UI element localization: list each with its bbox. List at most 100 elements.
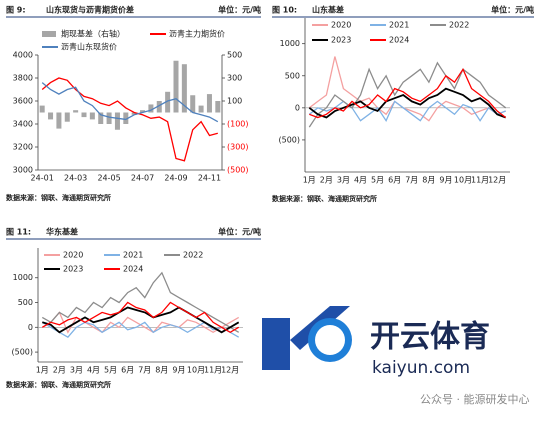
bar <box>198 105 204 113</box>
unit: 单位：元/吨 <box>218 5 261 15</box>
x-tick-label: 5月 <box>104 366 117 375</box>
y2-tick-label: (500) <box>227 166 249 175</box>
x-tick-label: 9月 <box>439 176 452 185</box>
bar <box>73 110 79 113</box>
series-line <box>41 301 240 334</box>
bar <box>98 112 104 124</box>
x-tick-label: 4月 <box>354 176 367 185</box>
x-tick-label: 12月 <box>488 176 506 185</box>
y-tick-label: 500 <box>285 71 300 80</box>
x-tick-label: 11月 <box>204 366 222 375</box>
x-tick-label: 4月 <box>87 366 100 375</box>
y-tick-label: (500) <box>278 135 300 144</box>
bar <box>148 104 154 113</box>
y2-tick-label: 300 <box>227 74 242 83</box>
bar <box>215 101 221 113</box>
bar <box>140 110 146 113</box>
series-line <box>309 67 507 119</box>
legend-label: 期现基差（右轴） <box>61 29 125 39</box>
legend-label: 2024 <box>123 265 143 274</box>
chart-title: 山东现货与沥青期货价差 <box>46 5 134 15</box>
y-tick-label: (500) <box>11 348 33 357</box>
x-tick-label: 6月 <box>388 176 401 185</box>
y-tick-label: 3000 <box>13 166 33 175</box>
legend-label: 2021 <box>123 251 143 260</box>
y2-tick-label: 100 <box>227 97 242 106</box>
brand: 开云体育 <box>370 320 490 355</box>
y-tick-label: 3200 <box>13 143 33 152</box>
series-line <box>42 306 240 334</box>
x-tick-label: 2月 <box>320 176 333 185</box>
source: 数据来源：钢联、海通期货研究所 <box>272 194 377 203</box>
bar <box>81 112 87 118</box>
unit: 单位：元/吨 <box>491 5 534 15</box>
x-tick-label: 10月 <box>454 176 472 185</box>
bar <box>181 64 187 113</box>
source: 数据来源：钢联、海通期货研究所 <box>6 380 111 389</box>
legend-label: 2022 <box>183 251 203 260</box>
y-tick-label: 0 <box>28 323 33 332</box>
legend-label: 2022 <box>449 21 469 30</box>
y-tick-label: 3400 <box>13 120 33 129</box>
bar <box>173 60 179 113</box>
series-line <box>41 77 218 162</box>
legend-label: 2021 <box>389 21 409 30</box>
x-tick-label: 9月 <box>172 366 185 375</box>
x-tick-label: 5月 <box>371 176 384 185</box>
bar <box>165 91 171 113</box>
figure-number: 图 10: <box>272 6 297 15</box>
account: 公众号 · 能源研发中心 <box>420 392 530 406</box>
x-tick-label: 1月 <box>303 176 316 185</box>
x-tick-label: 11月 <box>471 176 489 185</box>
legend-swatch <box>42 31 56 37</box>
x-tick-label: 24-11 <box>198 174 221 183</box>
figure-number: 图 11: <box>6 228 31 237</box>
x-tick-label: 6月 <box>121 366 134 375</box>
bar <box>156 101 162 113</box>
x-tick-label: 24-03 <box>64 174 87 183</box>
logo-ball-inner <box>315 325 345 355</box>
x-tick-label: 1月 <box>36 366 49 375</box>
series-line <box>308 100 506 123</box>
y-tick-label: 4000 <box>13 51 33 60</box>
y-tick-label: 500 <box>18 298 33 307</box>
x-tick-label: 24-09 <box>164 174 187 183</box>
x-tick-label: 7月 <box>405 176 418 185</box>
series-line <box>308 61 507 128</box>
series-line <box>308 56 506 122</box>
series-line <box>308 87 507 119</box>
legend-label: 2020 <box>63 251 83 260</box>
x-tick-label: 8月 <box>155 366 168 375</box>
watermark: 开云体育 kaiyun.com 公众号 · 能源研发中心 <box>262 306 530 406</box>
bar <box>64 112 70 122</box>
bar <box>190 95 196 113</box>
y-tick-label: 3600 <box>13 97 33 106</box>
bar <box>56 112 62 129</box>
y2-tick-label: (100) <box>227 120 249 129</box>
x-tick-label: 3月 <box>70 366 83 375</box>
x-tick-label: 12月 <box>221 366 239 375</box>
bar <box>123 112 129 124</box>
x-tick-label: 7月 <box>138 366 151 375</box>
series-line <box>41 82 219 123</box>
x-tick-label: 8月 <box>422 176 435 185</box>
chart-title: 山东基差 <box>312 5 344 15</box>
x-tick-label: 2月 <box>53 366 66 375</box>
logo-k <box>262 318 290 370</box>
legend-label: 沥青山东现货价 <box>61 42 117 52</box>
y2-tick-label: 500 <box>227 51 242 60</box>
bar <box>131 112 137 115</box>
legend-label: 2023 <box>63 265 83 274</box>
bar <box>89 112 95 120</box>
bar <box>39 105 45 113</box>
source: 数据来源：钢联、海通期货研究所 <box>6 193 111 202</box>
x-tick-label: 3月 <box>337 176 350 185</box>
y-tick-label: 1000 <box>280 39 300 48</box>
y-tick-label: 3800 <box>13 74 33 83</box>
brand-url: kaiyun.com <box>372 358 470 378</box>
y2-tick-label: (300) <box>227 143 249 152</box>
y-tick-label: 1000 <box>13 273 33 282</box>
unit: 单位：元/吨 <box>218 227 261 237</box>
legend-label: 2023 <box>331 36 351 45</box>
